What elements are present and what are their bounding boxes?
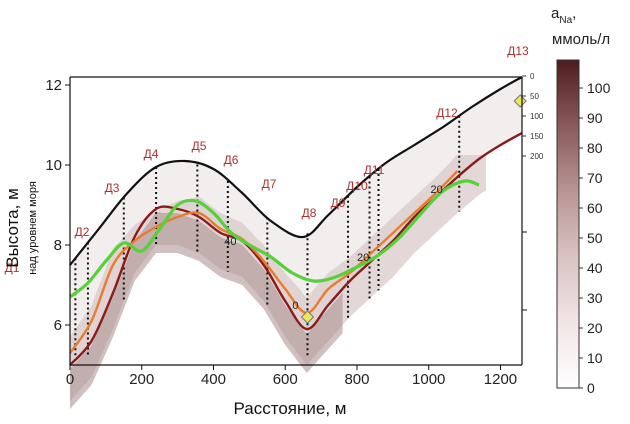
well-label: Д9 bbox=[331, 196, 346, 210]
well-label: Д10 bbox=[346, 179, 368, 193]
colorbar-title: aNa, bbox=[551, 5, 576, 26]
colorbar-title-main: a bbox=[551, 5, 560, 22]
y-tick-label: 8 bbox=[54, 237, 62, 254]
colorbar-tick-label: 70 bbox=[587, 170, 603, 186]
depth-tick-label: 100 bbox=[530, 112, 544, 121]
colorbar: 0 10 20 30 40 50 60 70 80 90 100 bbox=[556, 59, 611, 396]
well-label: Д13 bbox=[507, 44, 529, 58]
groundwater-line-orange bbox=[69, 170, 459, 354]
colorbar-tick-label: 40 bbox=[587, 260, 603, 276]
lines-layer bbox=[69, 76, 523, 366]
x-axis-title: Расстояние, м bbox=[234, 399, 347, 418]
colorbar-title-sub: Na bbox=[559, 15, 572, 26]
y-tick-label: 10 bbox=[45, 157, 62, 174]
colorbar-tick-label: 80 bbox=[587, 140, 603, 156]
well-label: Д8 bbox=[302, 206, 317, 220]
contour-label: 40 bbox=[224, 236, 236, 248]
x-tick-label: 800 bbox=[344, 371, 369, 388]
contour-label: 20 bbox=[357, 252, 369, 264]
colorbar-unit: ммоль/л bbox=[552, 31, 610, 48]
depth-tick-label: 50 bbox=[530, 92, 539, 101]
contour-label-layer: 40 20 20 0 bbox=[224, 184, 443, 312]
depth-tick-label: 200 bbox=[530, 152, 544, 161]
x-tick-label: 400 bbox=[201, 371, 226, 388]
y-axis-title: Высота, м bbox=[3, 188, 22, 268]
markers-layer bbox=[300, 94, 527, 324]
colorbar-tick-label: 100 bbox=[587, 80, 611, 96]
colorbar-tick-label: 90 bbox=[587, 110, 603, 126]
y-tick-label: 12 bbox=[45, 77, 62, 94]
concentration-contour-green bbox=[69, 179, 480, 299]
depth-tick-label: 150 bbox=[530, 132, 544, 141]
x-tick-label: 200 bbox=[129, 371, 154, 388]
x-tick-label: 1200 bbox=[484, 371, 517, 388]
colorbar-tick-label: 20 bbox=[587, 320, 603, 336]
concentration-fill-layer bbox=[70, 77, 522, 409]
colorbar-tick-label: 10 bbox=[587, 350, 603, 366]
contour-label: 0 bbox=[292, 300, 298, 312]
depth-tick-label: 0 bbox=[530, 72, 535, 81]
colorbar-tick-label: 60 bbox=[587, 200, 603, 216]
contour-label: 20 bbox=[431, 184, 443, 196]
y-tick-label: 6 bbox=[54, 317, 62, 334]
well-label: Д2 bbox=[75, 225, 90, 239]
well-label: Д6 bbox=[224, 153, 239, 167]
sample-marker bbox=[513, 94, 527, 108]
x-tick-label: 1000 bbox=[412, 371, 445, 388]
colorbar-tick-label: 30 bbox=[587, 290, 603, 306]
x-tick-label: 0 bbox=[66, 371, 74, 388]
colorbar-tick-label: 0 bbox=[587, 380, 595, 396]
y-axis-subtitle: над уровнем моря bbox=[27, 181, 39, 275]
well-label: Д4 bbox=[144, 147, 159, 161]
well-label: Д11 bbox=[364, 163, 385, 177]
well-label: Д7 bbox=[262, 177, 277, 191]
concentration-patch-dark bbox=[70, 212, 343, 409]
x-tick-label: 600 bbox=[273, 371, 298, 388]
well-label: Д12 bbox=[436, 106, 458, 120]
surface-line bbox=[69, 76, 523, 266]
well-label: Д3 bbox=[105, 181, 120, 195]
colorbar-rect bbox=[556, 59, 580, 389]
colorbar-tick-label: 50 bbox=[587, 230, 603, 246]
colorbar-title-suffix: , bbox=[572, 5, 576, 22]
sample-marker bbox=[300, 310, 315, 324]
well-label: Д5 bbox=[192, 139, 207, 153]
well-label: Д1 bbox=[5, 261, 20, 275]
